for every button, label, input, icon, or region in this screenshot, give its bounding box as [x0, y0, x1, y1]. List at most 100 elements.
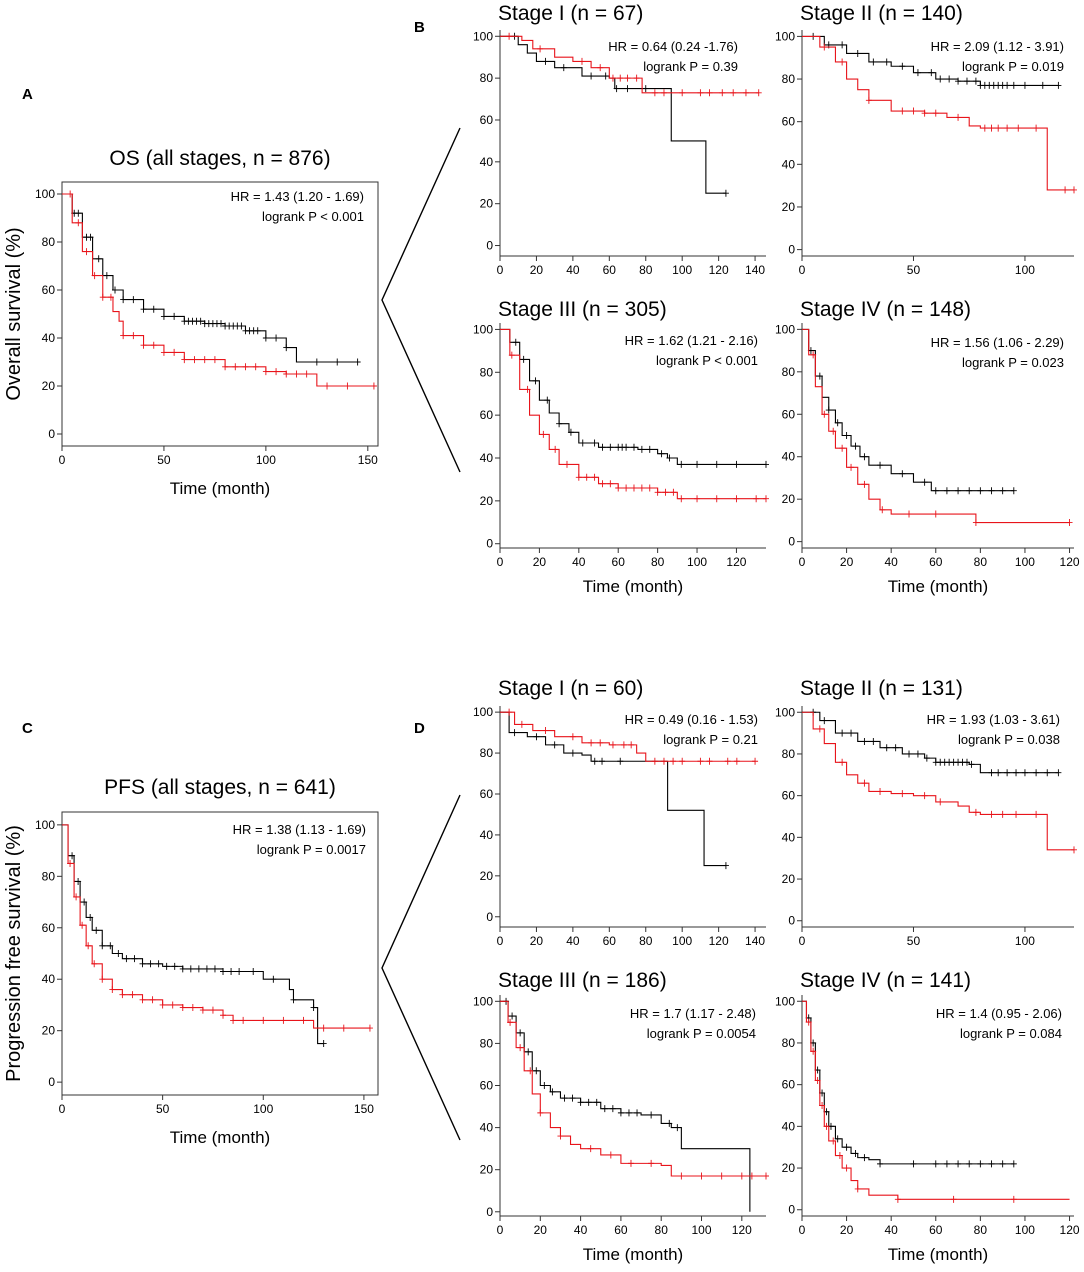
censor-mark: [179, 1004, 186, 1012]
x-tick-label: 20: [534, 1223, 548, 1237]
censor-mark: [150, 305, 157, 313]
censor-mark: [694, 495, 701, 503]
censor-mark: [617, 1109, 624, 1117]
survival-curve-black: [802, 328, 1014, 492]
y-tick-label: 40: [782, 830, 796, 844]
censor-mark: [524, 385, 531, 393]
x-tick-label: 140: [745, 934, 765, 948]
censor-mark: [120, 296, 127, 304]
censor-mark: [839, 41, 846, 49]
y-tick-label: 0: [486, 239, 493, 253]
censor-mark: [262, 334, 269, 342]
censor-mark: [1013, 769, 1020, 777]
y-tick-label: 100: [473, 994, 493, 1008]
y-tick-label: 80: [782, 1036, 796, 1050]
censor-mark: [109, 986, 116, 994]
censor-mark: [139, 996, 146, 1004]
x-tick-label: 120: [1060, 555, 1080, 569]
censor-mark: [678, 1172, 685, 1180]
y-tick-label: 60: [42, 921, 56, 935]
series-red: [62, 190, 377, 390]
x-tick-label: 50: [907, 934, 921, 948]
x-tick-label: 0: [497, 1223, 504, 1237]
censor-mark: [955, 1160, 962, 1168]
censor-mark: [950, 1195, 957, 1203]
series-red: [500, 708, 759, 765]
censor-mark: [972, 77, 979, 85]
censor-mark: [966, 487, 973, 495]
censor-mark: [199, 1006, 206, 1014]
censor-mark: [232, 363, 239, 371]
hazard-ratio-label: HR = 2.09 (1.12 - 3.91): [931, 39, 1064, 54]
censor-mark: [722, 862, 729, 870]
y-tick-label: 0: [788, 1203, 795, 1217]
y-tick-label: 100: [473, 322, 493, 336]
censor-mark: [120, 332, 127, 340]
x-tick-label: 100: [672, 934, 692, 948]
censor-mark: [578, 57, 585, 65]
censor-mark: [160, 312, 167, 320]
y-tick-label: 80: [480, 365, 494, 379]
censor-mark: [310, 1004, 317, 1012]
series-black: [500, 328, 769, 468]
y-tick-label: 20: [480, 494, 494, 508]
censor-mark: [140, 305, 147, 313]
chart-title: Stage II (n = 131): [800, 677, 963, 700]
censor-mark: [218, 320, 225, 328]
series-black: [802, 1000, 1017, 1168]
censor-mark: [763, 460, 769, 468]
censor-mark: [651, 757, 658, 765]
censor-mark: [977, 487, 984, 495]
censor-mark: [625, 1109, 632, 1117]
censor-mark: [609, 741, 616, 749]
x-tick-label: 50: [907, 263, 921, 277]
censor-mark: [220, 968, 227, 976]
censor-mark: [830, 427, 837, 435]
censor-mark: [921, 478, 928, 486]
x-axis-label: Time (month): [888, 1245, 988, 1264]
censor-mark: [755, 89, 762, 97]
censor-mark: [928, 69, 935, 77]
logrank-p-label: logrank P = 0.019: [962, 59, 1064, 74]
censor-mark: [67, 190, 74, 198]
censor-mark: [988, 1160, 995, 1168]
censor-mark: [999, 810, 1006, 818]
x-tick-label: 80: [639, 934, 653, 948]
censor-mark: [242, 363, 249, 371]
censor-mark: [75, 209, 82, 217]
censor-mark: [706, 89, 713, 97]
censor-mark: [525, 1048, 532, 1056]
censor-mark: [512, 338, 519, 346]
censor-mark: [879, 506, 886, 514]
censor-mark: [283, 344, 290, 352]
x-tick-label: 80: [974, 555, 988, 569]
censor-mark: [593, 1098, 600, 1106]
y-axis-label: Progression free survival (%): [3, 825, 25, 1082]
censor-mark: [932, 487, 939, 495]
y-tick-label: 80: [480, 746, 494, 760]
censor-mark: [283, 370, 290, 378]
censor-mark: [679, 89, 686, 97]
x-tick-label: 80: [639, 263, 653, 277]
censor-mark: [623, 443, 630, 451]
plot-frame: [61, 181, 379, 447]
logrank-p-label: logrank P = 0.39: [643, 59, 738, 74]
censor-mark: [955, 113, 962, 121]
y-tick-label: 100: [775, 29, 795, 43]
censor-mark: [103, 272, 110, 280]
censor-mark: [344, 382, 351, 390]
hazard-ratio-label: HR = 1.43 (1.20 - 1.69): [231, 189, 364, 204]
censor-mark: [533, 733, 540, 741]
series-red: [62, 824, 373, 1032]
censor-mark: [601, 1105, 608, 1113]
censor-mark: [537, 1109, 544, 1117]
censor-mark: [551, 741, 558, 749]
censor-mark: [270, 975, 277, 983]
censor-mark: [843, 432, 850, 439]
censor-mark: [670, 757, 677, 765]
censor-mark: [211, 965, 218, 973]
chart-title: Stage II (n = 140): [800, 2, 963, 25]
y-tick-label: 0: [486, 1205, 493, 1219]
censor-mark: [119, 991, 126, 999]
censor-mark: [591, 757, 598, 765]
